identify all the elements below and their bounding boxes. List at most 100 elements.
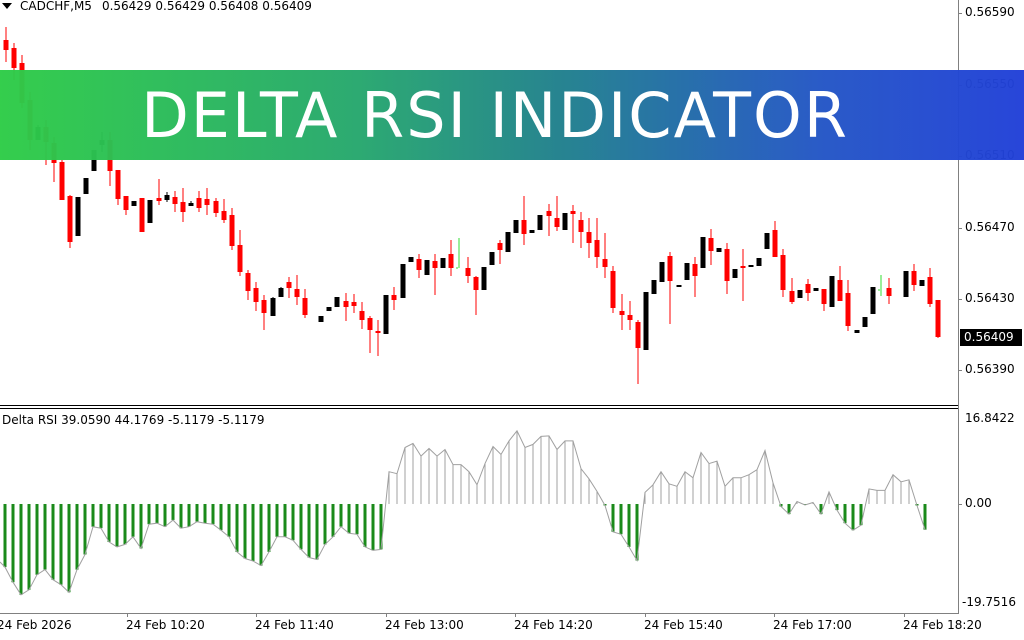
- price-tick: [958, 13, 962, 14]
- time-label: 24 Feb 13:00: [385, 618, 464, 632]
- candle: [829, 276, 835, 307]
- candle: [83, 178, 89, 194]
- candle: [578, 212, 584, 248]
- candle: [196, 191, 202, 212]
- candle: [147, 200, 153, 223]
- candle: [716, 248, 722, 252]
- candle: [188, 201, 194, 206]
- candle: [764, 233, 770, 249]
- pane-separator[interactable]: [0, 405, 959, 406]
- candle: [570, 205, 576, 243]
- time-axis[interactable]: [0, 613, 959, 614]
- time-tick: [904, 613, 905, 617]
- candle: [326, 307, 332, 311]
- candle: [156, 179, 162, 205]
- price-label: 0.56390: [965, 362, 1015, 376]
- symbol-name: CADCHF,M5: [20, 0, 92, 13]
- candle: [400, 264, 406, 298]
- time-label: 24 Feb 11:40: [255, 618, 334, 632]
- candle: [513, 220, 519, 233]
- candle: [123, 196, 129, 215]
- candle: [59, 160, 65, 200]
- pane-separator-lower: [0, 408, 959, 409]
- price-label: 0.56590: [965, 5, 1015, 19]
- current-price-marker: 0.56409: [960, 329, 1022, 346]
- candle: [529, 230, 535, 233]
- candle: [546, 204, 552, 236]
- candle: [643, 292, 649, 350]
- candle: [602, 233, 608, 278]
- candle: [821, 289, 827, 311]
- time-label: 24 Feb 18:20: [903, 618, 982, 632]
- indicator-zero-tick: [958, 504, 962, 505]
- candle: [886, 278, 892, 304]
- ohlc-values: 0.56429 0.56429 0.56408 0.56409: [101, 0, 312, 13]
- candle: [456, 238, 460, 269]
- time-tick: [645, 613, 646, 617]
- candle: [862, 317, 868, 327]
- candle: [708, 229, 714, 265]
- candle: [164, 192, 170, 202]
- candle: [204, 188, 210, 215]
- price-axis[interactable]: [958, 0, 959, 613]
- candle: [813, 288, 819, 291]
- candle: [294, 275, 300, 305]
- candle: [837, 266, 843, 301]
- candle: [700, 237, 706, 268]
- candle: [497, 240, 503, 264]
- indicator-zero-label: 0.00: [965, 496, 992, 510]
- time-label: 24 Feb 10:20: [126, 618, 205, 632]
- candle: [278, 287, 284, 297]
- candle: [213, 198, 219, 217]
- time-label: 24 Feb 14:20: [514, 618, 593, 632]
- indicator-max-label: 16.8422: [965, 411, 1015, 425]
- candle: [610, 266, 616, 313]
- candle: [586, 218, 592, 258]
- candle: [245, 270, 251, 300]
- candle: [489, 252, 495, 265]
- candle: [911, 264, 917, 291]
- candle: [465, 257, 471, 283]
- candle: [684, 263, 690, 280]
- candle: [440, 258, 446, 268]
- candle: [724, 243, 730, 294]
- title-banner: DELTA RSI INDICATOR: [0, 70, 1024, 160]
- dropdown-triangle-icon[interactable]: [2, 3, 12, 9]
- indicator-min-label: -19.7516: [962, 595, 1016, 609]
- delta-rsi-line: [0, 429, 926, 596]
- candle: [408, 257, 414, 262]
- delta-rsi-pane[interactable]: [0, 0, 958, 640]
- candle: [772, 221, 778, 257]
- candle: [756, 258, 762, 266]
- candle: [562, 213, 568, 230]
- candle: [448, 240, 454, 276]
- banner-title: DELTA RSI INDICATOR: [141, 78, 849, 152]
- candle: [261, 295, 267, 330]
- candle: [537, 215, 543, 230]
- price-tick: [958, 370, 962, 371]
- candle: [416, 254, 422, 278]
- price-label: 0.56430: [965, 291, 1015, 305]
- candle: [253, 282, 259, 311]
- time-tick: [774, 613, 775, 617]
- candle: [878, 275, 882, 296]
- candle: [424, 260, 430, 275]
- time-tick: [127, 613, 128, 617]
- candle: [3, 27, 9, 62]
- time-tick: [256, 613, 257, 617]
- candle: [302, 289, 308, 318]
- candle: [635, 320, 641, 384]
- candle: [180, 188, 186, 222]
- candle: [351, 294, 357, 313]
- candle: [75, 197, 81, 236]
- candle: [391, 287, 397, 310]
- candle: [270, 297, 276, 316]
- candle: [903, 271, 909, 297]
- candle: [676, 285, 682, 287]
- candle: [797, 290, 803, 298]
- candle: [473, 276, 479, 315]
- candle: [521, 196, 527, 245]
- candle: [229, 208, 235, 250]
- candle: [139, 198, 145, 232]
